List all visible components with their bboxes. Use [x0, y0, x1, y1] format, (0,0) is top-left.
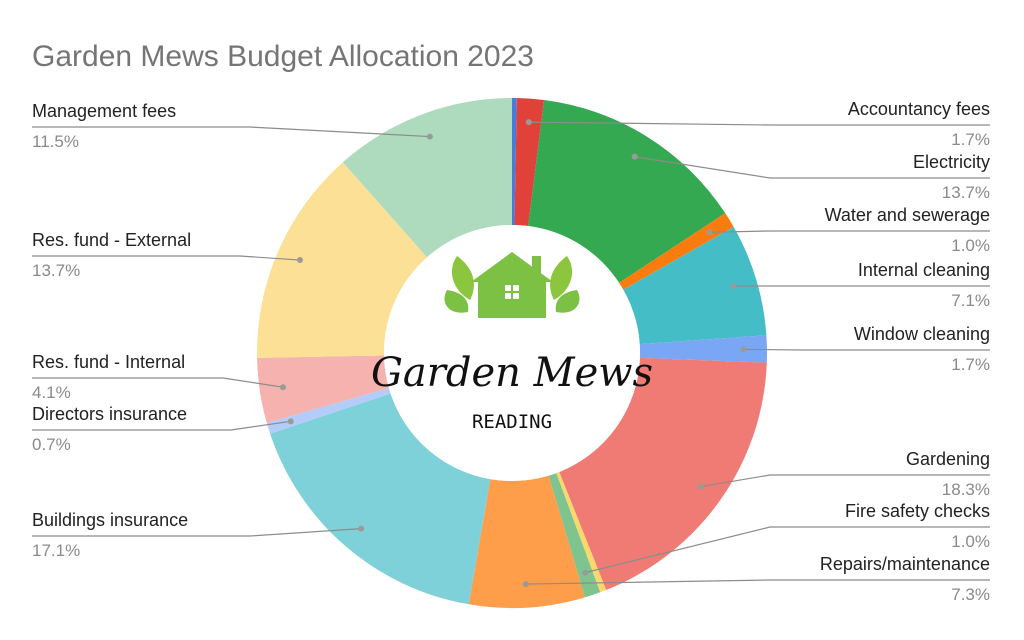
leaf-icon	[444, 256, 580, 313]
label-res-fund-external: Res. fund - External	[32, 230, 191, 250]
leader-repairs-maintenance	[525, 579, 990, 585]
label-electricity: Electricity	[913, 152, 990, 172]
label-water-and-sewerage: Water and sewerage	[825, 205, 990, 225]
leader-buildings-insurance	[32, 528, 362, 537]
slice-unlabelled-0	[512, 98, 517, 226]
pct-gardening: 18.3%	[942, 480, 990, 499]
slice-water-and-sewerage	[619, 213, 734, 290]
pct-res-fund-internal: 4.1%	[32, 383, 71, 402]
house-icon	[471, 252, 553, 318]
leader-dot-res-fund-external	[296, 257, 303, 264]
slice-res-fund-internal	[257, 355, 389, 423]
pct-directors-insurance: 0.7%	[32, 435, 71, 454]
leader-gardening	[700, 474, 990, 488]
label-window-cleaning: Window cleaning	[854, 324, 990, 344]
donut-slices	[257, 98, 767, 608]
pct-electricity: 13.7%	[942, 183, 990, 202]
pct-water-and-sewerage: 1.0%	[951, 236, 990, 255]
logo-name: Garden Mews	[371, 350, 653, 396]
leader-dot-directors-insurance	[287, 418, 294, 425]
pct-window-cleaning: 1.7%	[951, 355, 990, 374]
slice-res-fund-external	[257, 162, 428, 358]
leader-dot-internal-cleaning	[730, 283, 737, 290]
leader-dot-water-and-sewerage	[706, 229, 713, 236]
slice-buildings-insurance	[270, 393, 491, 605]
slice-window-cleaning	[639, 335, 767, 363]
pct-repairs-maintenance: 7.3%	[951, 585, 990, 604]
leader-dot-window-cleaning	[740, 346, 747, 353]
label-fire-safety-checks: Fire safety checks	[845, 501, 990, 521]
leader-dot-res-fund-internal	[280, 384, 287, 391]
leader-water-and-sewerage	[709, 230, 990, 233]
slice-internal-cleaning	[623, 226, 767, 345]
pct-accountancy-fees: 1.7%	[951, 130, 990, 149]
pct-management-fees: 11.5%	[32, 132, 79, 151]
slice-accountancy-fees	[514, 98, 545, 227]
pct-buildings-insurance: 17.1%	[32, 541, 80, 560]
label-accountancy-fees: Accountancy fees	[848, 99, 990, 119]
leader-fire-safety-checks	[585, 526, 990, 574]
slice-directors-insurance	[266, 388, 391, 434]
slice-labels: Accountancy fees 1.7% Electricity 13.7% Wate…	[32, 99, 990, 604]
leader-dot-accountancy-fees	[525, 119, 532, 126]
leader-window-cleaning	[743, 348, 990, 351]
label-leaders	[32, 119, 990, 588]
chart-title: Garden Mews Budget Allocation 2023	[32, 40, 534, 73]
leader-management-fees	[32, 126, 430, 138]
leader-directors-insurance	[32, 420, 291, 431]
leader-dot-gardening	[698, 483, 705, 490]
slice-fire-safety-checks	[548, 473, 601, 598]
leader-dot-buildings-insurance	[358, 525, 365, 532]
leader-dot-repairs-maintenance	[522, 581, 529, 588]
label-internal-cleaning: Internal cleaning	[858, 260, 990, 280]
label-buildings-insurance: Buildings insurance	[32, 510, 188, 530]
leader-res-fund-internal	[32, 377, 284, 388]
label-directors-insurance: Directors insurance	[32, 404, 187, 424]
leader-dot-fire-safety-checks	[582, 569, 589, 576]
slice-management-fees	[342, 98, 512, 258]
pct-res-fund-external: 13.7%	[32, 261, 80, 280]
slice-electricity	[528, 100, 726, 283]
label-res-fund-internal: Res. fund - Internal	[32, 352, 185, 372]
leader-electricity	[634, 156, 990, 179]
donut-hole	[384, 225, 640, 481]
leader-dot-electricity	[631, 153, 638, 160]
label-gardening: Gardening	[906, 449, 990, 469]
label-management-fees: Management fees	[32, 101, 176, 121]
pct-fire-safety-checks: 1.0%	[951, 532, 990, 551]
label-repairs-maintenance: Repairs/maintenance	[820, 554, 990, 574]
slice-gardening	[559, 357, 767, 590]
slice-repairs-maintenance	[468, 475, 585, 608]
leader-res-fund-external	[32, 255, 301, 261]
logo-subtitle: READING	[472, 411, 552, 433]
leader-accountancy-fees	[528, 121, 990, 126]
pct-internal-cleaning: 7.1%	[951, 291, 990, 310]
leader-dot-management-fees	[426, 133, 433, 140]
slice-unlabelled-7	[556, 471, 607, 593]
garden-mews-logo: Garden Mews READING	[371, 225, 653, 481]
